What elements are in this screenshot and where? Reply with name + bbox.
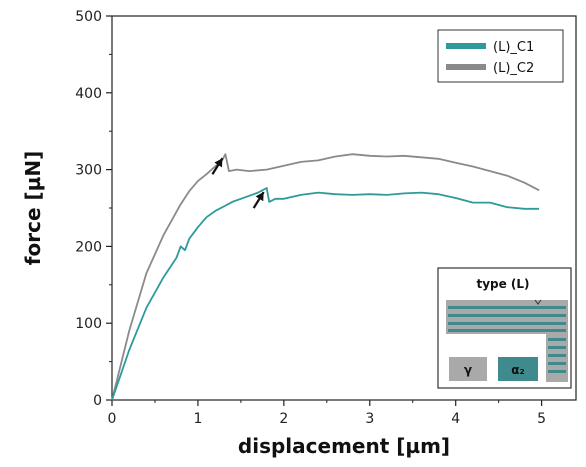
series-line-c2: [111, 153, 540, 401]
x-tick-label: 5: [537, 411, 546, 427]
legend-swatch-c1: [446, 43, 486, 49]
x-axis-title: displacement [µm]: [238, 434, 450, 458]
y-tick-label: 500: [75, 9, 102, 25]
annotation-layer: [211, 157, 265, 209]
lamella: [548, 362, 566, 365]
arrow-annotation: [211, 157, 224, 175]
x-tick-label: 3: [365, 411, 374, 427]
y-tick-label: 300: [75, 163, 102, 179]
lamellar-structure: [446, 299, 568, 382]
x-tick-label: 0: [108, 411, 117, 427]
lamella: [548, 354, 566, 357]
y-tick-label: 100: [75, 316, 102, 332]
lamella: [448, 329, 566, 332]
legend-label-c2: (L)_C2: [493, 61, 534, 76]
arrow-head: [214, 158, 223, 168]
legend-box: [437, 29, 564, 83]
lamella: [448, 322, 566, 325]
gamma-label: γ: [464, 363, 472, 377]
lamella: [548, 370, 566, 373]
y-tick-label: 200: [75, 239, 102, 255]
x-tick-label: 1: [193, 411, 202, 427]
inset-schematic: type (L) γ α₂: [437, 267, 572, 389]
x-tick-label: 4: [451, 411, 460, 427]
gamma-swatch: [449, 357, 487, 381]
series-line-c1: [111, 187, 540, 401]
y-axis-title: force [µN]: [21, 151, 45, 265]
lamella: [448, 314, 566, 317]
y-tick-label: 400: [75, 86, 102, 102]
legend-swatch-c2: [446, 64, 486, 70]
y-tick-label: 0: [93, 393, 102, 409]
alpha2-swatch: [498, 357, 538, 381]
x-axis-ticks: 0 1 2 3 4 5: [108, 400, 546, 427]
lamella: [548, 338, 566, 341]
arrow-head: [255, 192, 264, 202]
notch-mark: [534, 299, 542, 305]
inset-title: type (L): [476, 277, 529, 291]
arrow-annotation: [252, 191, 265, 209]
alpha2-label: α₂: [511, 363, 525, 377]
legend-label-c1: (L)_C1: [493, 40, 534, 55]
lamella: [448, 306, 566, 309]
legend: (L)_C1 (L)_C2: [437, 29, 564, 83]
y-axis-ticks: 0 100 200 300 400 500: [75, 9, 112, 409]
series-layer: [111, 153, 540, 401]
lamella: [548, 346, 566, 349]
x-tick-label: 2: [279, 411, 288, 427]
